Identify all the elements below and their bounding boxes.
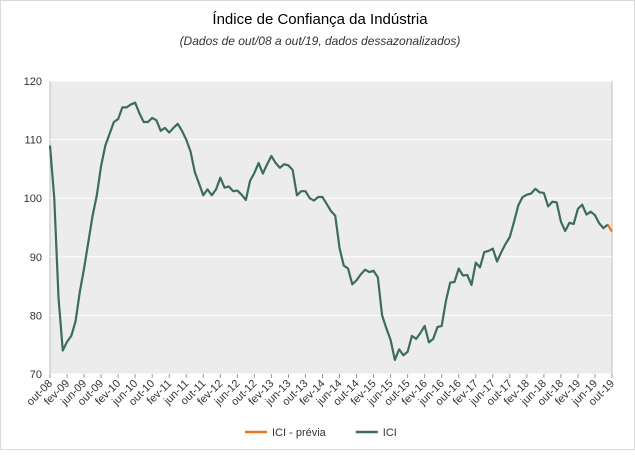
y-tick-label: 110 xyxy=(24,135,42,147)
chart-title: Índice de Confiança da Indústria xyxy=(212,11,428,28)
y-tick-label: 90 xyxy=(30,252,42,264)
y-tick-label: 100 xyxy=(24,193,42,205)
chart-subtitle: (Dados de out/08 a out/19, dados dessazo… xyxy=(180,34,461,48)
plot-area xyxy=(49,80,613,375)
line-series xyxy=(48,101,609,362)
y-tick-label: 80 xyxy=(30,310,42,322)
y-tick-label: 70 xyxy=(30,369,42,381)
legend-label: ICI xyxy=(383,427,397,439)
y-tick-label: 120 xyxy=(24,76,42,88)
legend-label: ICI - prévia xyxy=(272,427,327,439)
line-series xyxy=(606,223,613,233)
